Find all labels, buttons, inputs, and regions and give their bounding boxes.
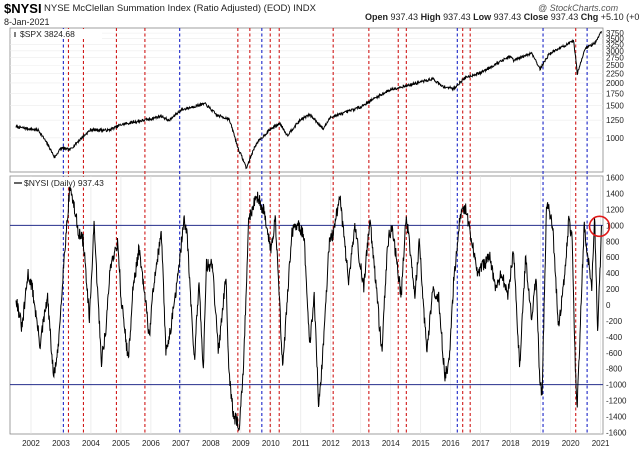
nysi-y-tick-label: -1600 [606, 428, 627, 437]
nysi-y-tick-label: -200 [606, 317, 623, 326]
x-tick-label: 2020 [562, 439, 580, 448]
x-tick-label: 2007 [172, 439, 190, 448]
price-y-tick-label: 2500 [606, 61, 624, 70]
x-tick-label: 2013 [352, 439, 370, 448]
close-value: 937.43 [550, 12, 579, 22]
nysi-legend-label: $NYSI (Daily) 937.43 [24, 178, 104, 188]
nysi-legend-bg [12, 177, 110, 187]
highlight-circle [588, 215, 611, 238]
open-value: 937.43 [390, 12, 419, 22]
x-tick-label: 2004 [82, 439, 100, 448]
nysi-y-tick-label: -1000 [606, 381, 627, 390]
open-label: Open [365, 12, 389, 22]
x-tick-label: 2003 [52, 439, 70, 448]
nysi-y-tick-label: 1600 [606, 174, 624, 183]
breadth-panel-frame [9, 175, 604, 435]
price-y-tick-label: 3500 [606, 35, 624, 44]
high-value: 937.43 [443, 12, 471, 22]
nysi-y-tick-label: -600 [606, 349, 623, 358]
price-y-tick-label: 2250 [606, 70, 624, 79]
chg-label: Chg [580, 12, 599, 22]
x-tick-label: 2002 [22, 439, 40, 448]
x-tick-label: 2006 [142, 439, 160, 448]
x-tick-label: 2010 [262, 439, 280, 448]
nysi-y-tick-label: 0 [606, 301, 611, 310]
x-tick-label: 2012 [322, 439, 340, 448]
high-label: High [420, 12, 441, 22]
nysi-y-tick-label: 400 [606, 269, 620, 278]
price-y-tick-label: 3750 [606, 29, 624, 38]
nysi-y-tick-label: 1000 [606, 221, 624, 230]
price-y-tick-label: 1500 [606, 102, 624, 111]
x-tick-label: 2009 [232, 439, 250, 448]
description-text: NYSE McClellan Summation Index (Ratio Ad… [44, 3, 291, 14]
x-tick-label: 2014 [382, 439, 400, 448]
low-value: 937.43 [493, 12, 522, 22]
low-label: Low [473, 12, 492, 22]
x-tick-label: 2005 [112, 439, 130, 448]
exchange-text: INDX [293, 3, 316, 14]
chart-description: NYSE McClellan Summation Index (Ratio Ad… [44, 3, 316, 14]
nysi-y-tick-label: 200 [606, 285, 620, 294]
x-tick-label: 2016 [442, 439, 460, 448]
nysi-y-tick-label: 800 [606, 237, 620, 246]
x-tick-label: 2019 [532, 439, 550, 448]
price-panel-frame [9, 27, 604, 173]
x-tick-label: 2015 [412, 439, 430, 448]
nysi-y-tick-label: -400 [606, 333, 623, 342]
chg-value: +5.10 (+0.55%) [600, 12, 640, 22]
price-y-tick-label: 3250 [606, 40, 624, 49]
x-tick-label: 2008 [202, 439, 220, 448]
nysi-line [15, 186, 602, 432]
nysi-y-tick-label: 1200 [606, 205, 624, 214]
chart-symbol: $NYSI [4, 1, 42, 16]
nysi-y-tick-label: -1400 [606, 412, 627, 421]
price-y-tick-label: 2000 [606, 79, 624, 88]
spx-price-line [15, 31, 602, 170]
ohlc-readout: Open 937.43 High 937.43 Low 937.43 Close… [365, 12, 640, 22]
price-y-tick-label: 2750 [606, 54, 624, 63]
x-tick-label: 2021 [592, 439, 610, 448]
x-tick-label: 2018 [502, 439, 520, 448]
price-legend-label: $SPX 3824.68 [20, 29, 75, 39]
price-y-tick-label: 1000 [606, 134, 624, 143]
stockcharts-credit: @ StockCharts.com [538, 3, 619, 13]
x-tick-label: 2011 [292, 439, 310, 448]
close-label: Close [523, 12, 549, 22]
nysi-y-tick-label: -1200 [606, 397, 627, 406]
nysi-y-tick-label: -800 [606, 365, 623, 374]
price-y-tick-label: 3000 [606, 47, 624, 56]
price-y-tick-label: 1750 [606, 90, 624, 99]
price-legend-bg [12, 29, 102, 39]
nysi-y-tick-label: 600 [606, 253, 620, 262]
price-y-tick-label: 1250 [606, 116, 624, 125]
chart-date: 8-Jan-2021 [4, 17, 50, 27]
x-tick-label: 2017 [472, 439, 490, 448]
nysi-y-tick-label: 1400 [606, 190, 624, 199]
